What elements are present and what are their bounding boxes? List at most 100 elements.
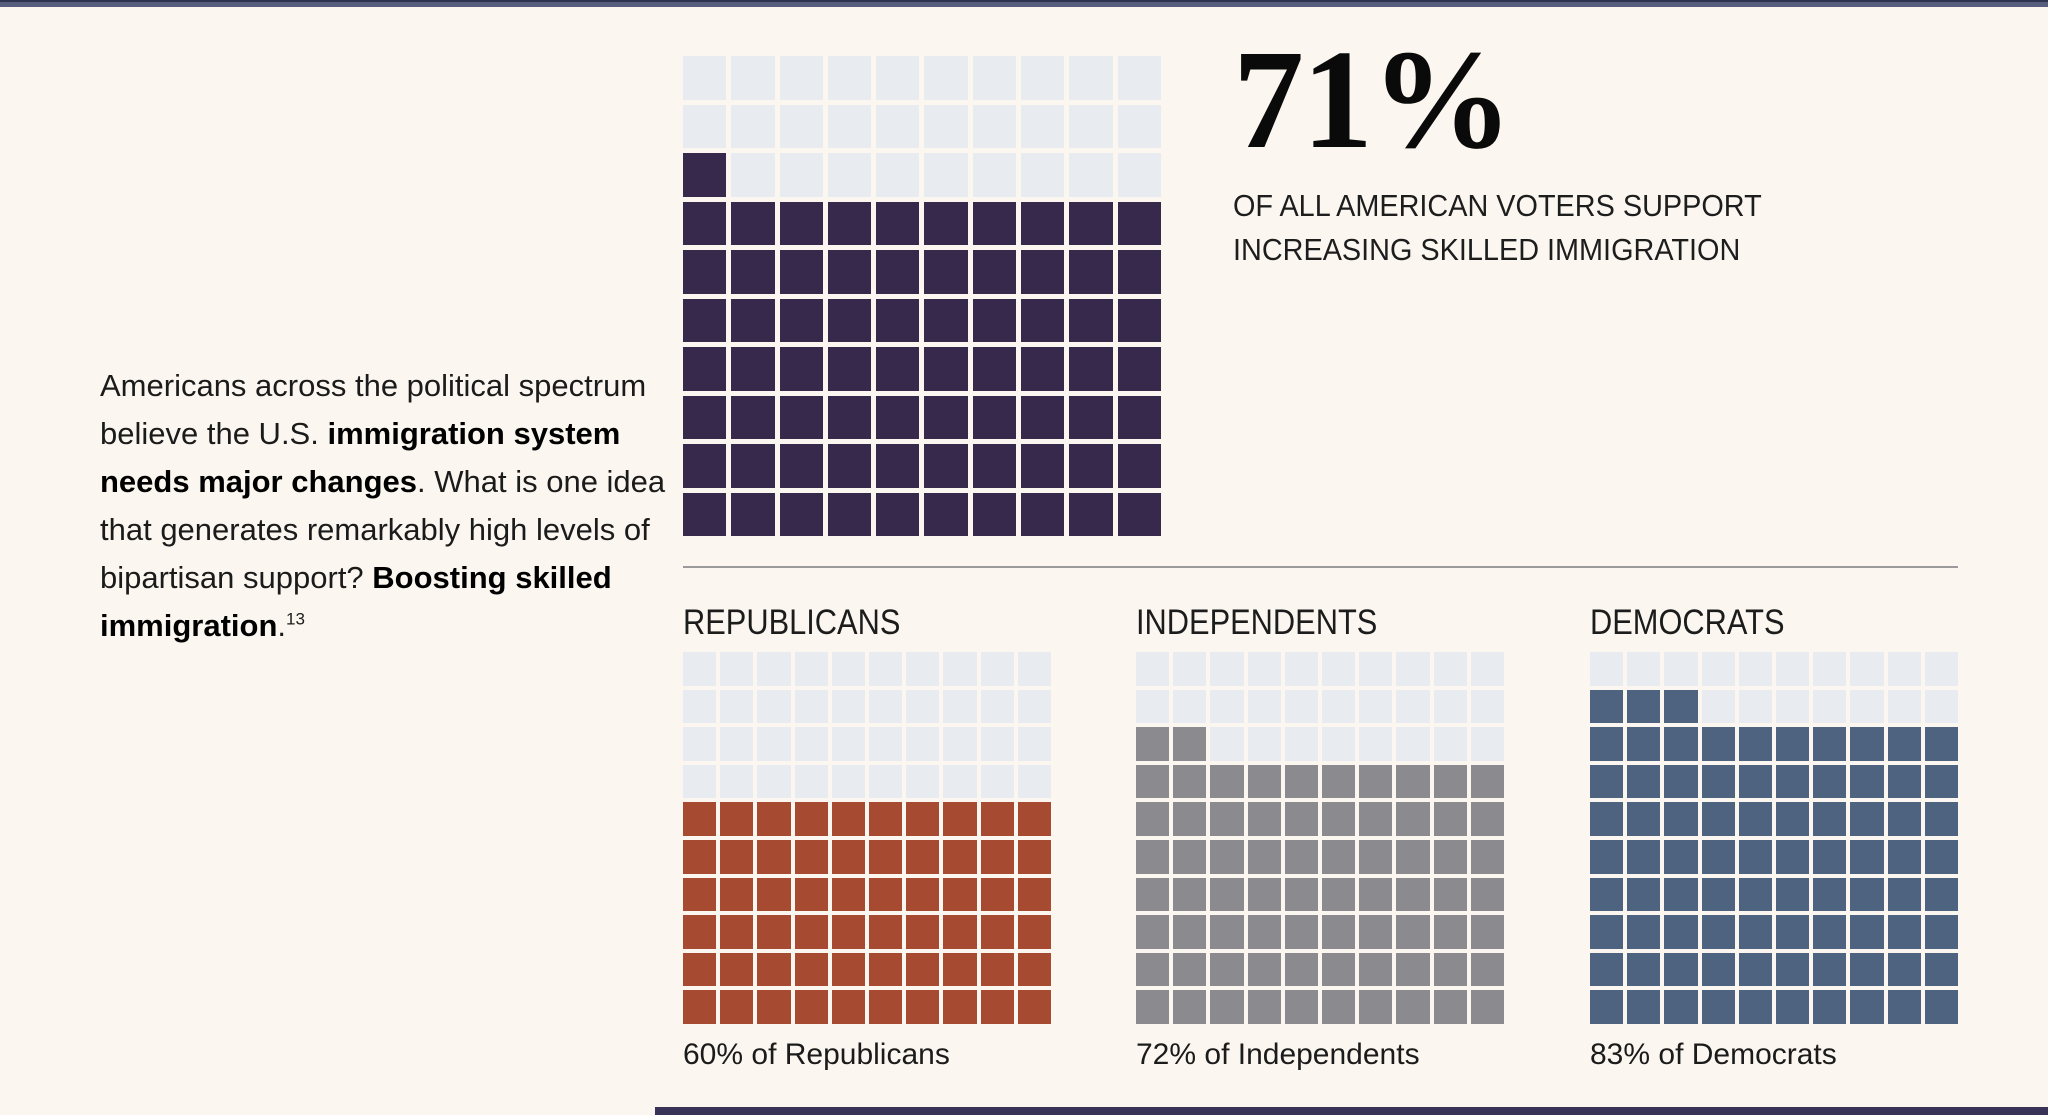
waffle-cell bbox=[1887, 990, 1921, 1024]
waffle-cell bbox=[943, 727, 977, 761]
intro-text-bold: Boosting skilled immigration bbox=[100, 560, 612, 643]
waffle-cell bbox=[1021, 347, 1065, 391]
waffle-cell bbox=[1738, 652, 1772, 686]
waffle-cell bbox=[1173, 689, 1207, 724]
waffle-cell bbox=[1284, 727, 1318, 761]
intro-text: . What is one idea that generates remark… bbox=[100, 464, 666, 595]
waffle-cell bbox=[1738, 689, 1772, 724]
waffle-cell bbox=[831, 952, 865, 987]
waffle-cell bbox=[1021, 298, 1065, 342]
waffle-cell bbox=[943, 652, 977, 686]
waffle-cell bbox=[720, 877, 754, 912]
waffle-cell bbox=[1924, 990, 1958, 1024]
waffle-cell bbox=[1776, 727, 1810, 761]
waffle-cell bbox=[924, 104, 968, 148]
waffle-cell bbox=[1396, 802, 1430, 836]
waffle-cell bbox=[794, 802, 828, 836]
waffle-cell bbox=[1396, 689, 1430, 724]
waffle-cell bbox=[1627, 990, 1661, 1024]
waffle-cell bbox=[924, 56, 968, 100]
waffle-cell bbox=[1017, 727, 1051, 761]
waffle-cell bbox=[1322, 727, 1356, 761]
waffle-cell bbox=[1627, 915, 1661, 949]
waffle-cell bbox=[876, 395, 920, 439]
waffle-cell bbox=[869, 915, 903, 949]
waffle-cell bbox=[827, 395, 872, 439]
waffle-cell bbox=[1590, 689, 1624, 724]
waffle-cell bbox=[757, 839, 791, 874]
waffle-cell bbox=[1470, 689, 1504, 724]
waffle-cell bbox=[1136, 915, 1170, 949]
waffle-cell bbox=[1247, 689, 1281, 724]
waffle-cell bbox=[876, 492, 920, 536]
waffle-cell bbox=[1590, 877, 1624, 912]
waffle-cell bbox=[943, 839, 977, 874]
waffle-cell bbox=[980, 877, 1014, 912]
waffle-cell bbox=[683, 104, 727, 148]
waffle-cell bbox=[1136, 877, 1170, 912]
waffle-cell bbox=[1396, 839, 1430, 874]
waffle-cell bbox=[794, 990, 828, 1024]
waffle-cell bbox=[683, 839, 717, 874]
waffle-cell bbox=[1017, 764, 1051, 799]
waffle-cell bbox=[972, 153, 1017, 197]
waffle-cell bbox=[1284, 689, 1318, 724]
waffle-cell bbox=[1069, 104, 1113, 148]
waffle-cell bbox=[1924, 915, 1958, 949]
waffle-cell bbox=[683, 395, 727, 439]
waffle-cell bbox=[1210, 802, 1244, 836]
waffle-cell bbox=[980, 839, 1014, 874]
waffle-cell bbox=[1813, 764, 1847, 799]
waffle-cell bbox=[869, 952, 903, 987]
waffle-cell bbox=[794, 915, 828, 949]
waffle-cell bbox=[779, 395, 823, 439]
waffle-cell bbox=[731, 298, 775, 342]
waffle-cell bbox=[1738, 839, 1772, 874]
waffle-cell bbox=[1359, 952, 1393, 987]
waffle-cell bbox=[972, 444, 1017, 488]
waffle-cell bbox=[1664, 652, 1698, 686]
waffle-cell bbox=[1117, 56, 1161, 100]
section-divider bbox=[683, 566, 1958, 568]
waffle-cell bbox=[1470, 727, 1504, 761]
waffle-cell bbox=[1117, 153, 1161, 197]
waffle-cell bbox=[876, 153, 920, 197]
waffle-cell bbox=[1813, 689, 1847, 724]
waffle-cell bbox=[924, 395, 968, 439]
waffle-cell bbox=[731, 444, 775, 488]
republicans-caption: 60% of Republicans bbox=[683, 1038, 950, 1071]
waffle-cell bbox=[1887, 652, 1921, 686]
waffle-cell bbox=[980, 990, 1014, 1024]
stat-number: 71% bbox=[1233, 20, 1513, 178]
waffle-cell bbox=[1359, 990, 1393, 1024]
waffle-cell bbox=[720, 727, 754, 761]
waffle-cell bbox=[1470, 952, 1504, 987]
waffle-cell bbox=[980, 915, 1014, 949]
waffle-cell bbox=[683, 56, 727, 100]
waffle-cell bbox=[1017, 952, 1051, 987]
waffle-cell bbox=[1210, 727, 1244, 761]
waffle-cell bbox=[1924, 952, 1958, 987]
waffle-cell bbox=[794, 877, 828, 912]
waffle-cell bbox=[757, 877, 791, 912]
waffle-cell bbox=[720, 689, 754, 724]
waffle-cell bbox=[1069, 56, 1113, 100]
waffle-cell bbox=[1069, 250, 1113, 294]
waffle-cell bbox=[1627, 689, 1661, 724]
waffle-cell bbox=[831, 652, 865, 686]
waffle-cell bbox=[1627, 727, 1661, 761]
waffle-cell bbox=[980, 764, 1014, 799]
waffle-cell bbox=[924, 444, 968, 488]
waffle-cell bbox=[906, 764, 940, 799]
waffle-cell bbox=[731, 395, 775, 439]
waffle-cell bbox=[1850, 652, 1884, 686]
waffle-cell bbox=[1173, 990, 1207, 1024]
waffle-cell bbox=[876, 444, 920, 488]
waffle-cell bbox=[779, 492, 823, 536]
waffle-cell bbox=[1396, 764, 1430, 799]
waffle-cell bbox=[1701, 990, 1735, 1024]
waffle-cell bbox=[1322, 802, 1356, 836]
waffle-cell bbox=[869, 727, 903, 761]
waffle-cell bbox=[1210, 915, 1244, 949]
waffle-cell bbox=[794, 652, 828, 686]
